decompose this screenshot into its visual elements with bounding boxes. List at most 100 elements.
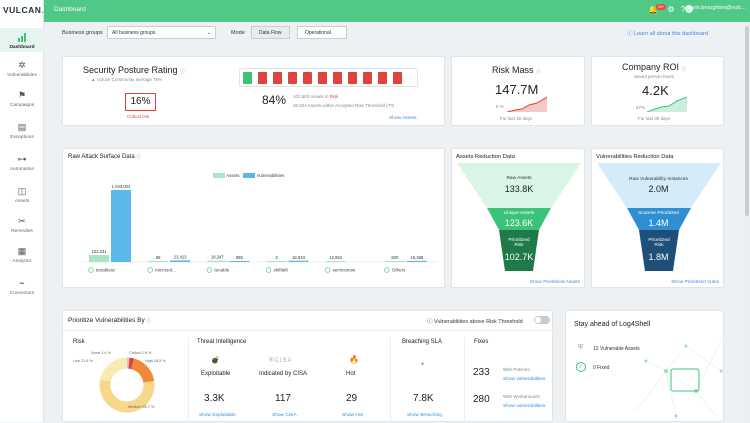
sidebar-item-analytics[interactable]: ▦Analytics [0, 246, 44, 264]
sla-title: Breaching SLA [402, 339, 442, 345]
roi-subtitle: Saved person hours [634, 74, 674, 79]
risk-threshold-toggle[interactable] [534, 316, 550, 324]
fixed-count: 0 Fixed [593, 365, 609, 371]
cisa-logo: ⛨CISA [269, 358, 293, 365]
sidebar-item-campaigns[interactable]: ⚑Campaigns [0, 90, 44, 108]
raw-assets-value: 133.8K [452, 184, 586, 194]
user-name[interactable]: kevin.broughton@vulc... [687, 5, 746, 11]
settings-icon[interactable]: ⚙ [666, 5, 676, 15]
sidebar-item-vulnerabilities[interactable]: ✲Vulnerabilities [0, 60, 44, 78]
mode-operational[interactable]: Operational [297, 26, 347, 39]
check-icon: ✓ [576, 362, 586, 372]
patches-label: With Patches [503, 367, 530, 372]
assets-accepted: 20,924 Assets within Accepted Risk Thres… [293, 103, 394, 108]
community-average: ▲ Vulcan Community average 76% [91, 77, 162, 82]
log4shell-card[interactable]: Stay ahead of Log4Shell ⛨ 12 Vulnerable … [565, 310, 724, 422]
doc-icon-red [348, 72, 357, 84]
sla-value: 7.8K [413, 393, 434, 404]
category-label: servicenow [333, 268, 356, 273]
bar-value-label: 665 [236, 255, 244, 260]
bar-assets-0 [89, 255, 109, 262]
prioritized-risk-label: Prioritized Risk [504, 238, 534, 248]
roi-title: Company ROI ⓘ [622, 62, 686, 72]
roi-delta: 67% [636, 105, 645, 110]
info-icon[interactable]: ⓘ [147, 318, 152, 323]
donut-slice-high[interactable] [133, 364, 149, 382]
doc-icon-red [393, 72, 402, 84]
sidebar-item-automation[interactable]: ⊶Automation [0, 154, 44, 172]
bug-icon: ✲ [17, 60, 27, 70]
flow-icon: ⊶ [17, 154, 27, 164]
donut-slice-critical[interactable] [129, 363, 133, 364]
donut-slice-medium[interactable] [105, 380, 149, 407]
donut-slice-low[interactable] [106, 363, 127, 380]
info-icon[interactable]: ⓘ [536, 69, 541, 74]
patches-link[interactable]: Show vulnerabilities [503, 377, 545, 382]
risk-mass-delta: 5 % [496, 104, 504, 109]
sidebar-item-exceptions[interactable]: ▤Exceptions [0, 122, 44, 140]
bomb-icon: 💣 [211, 356, 220, 364]
doc-icon-red [258, 72, 267, 84]
exploitable-label: Exploitable [201, 371, 230, 377]
info-icon[interactable]: ⓘ [180, 69, 185, 74]
doc-icon-red [363, 72, 372, 84]
category-check-icon [207, 268, 212, 273]
plug-icon: ⌁ [17, 278, 27, 288]
show-prioritized-assets-link[interactable]: Show Prioritized Assets [530, 280, 580, 285]
show-assets-link[interactable]: Show Assets [389, 116, 416, 121]
doc-icon-red [303, 72, 312, 84]
scanner-prioritized-value: 1.4M [592, 218, 725, 228]
bar-value-label: 18,347 [211, 255, 224, 260]
bar-vulnerabilities-2 [229, 261, 249, 262]
category-label: shiftleft [274, 268, 289, 273]
show-exploitable-link[interactable]: Show Exploitable [199, 413, 236, 418]
sidebar-item-connectors[interactable]: ⌁Connectors [0, 278, 44, 296]
mode-data-flow[interactable]: Data Flow [251, 26, 290, 39]
sidebar-item-assets[interactable]: ◫Assets [0, 186, 44, 204]
workarounds-link[interactable]: Show vulnerabilities [503, 404, 545, 409]
show-prioritized-vulns-link[interactable]: Show Prioritized Vulns [671, 280, 719, 285]
show-cisa-link[interactable]: Show CISA [272, 413, 297, 418]
divider [464, 337, 465, 423]
cisa-label: Indicated by CISA [259, 371, 307, 377]
funnel-level-vulns-prioritized-risk [639, 230, 679, 271]
scrollbar[interactable] [744, 22, 750, 422]
log4shell-title: Stay ahead of Log4Shell [574, 321, 650, 328]
vulcan-logo[interactable]: VULCAN. [3, 5, 44, 15]
shield-icon: ⛨ [578, 344, 583, 352]
show-breaching-link[interactable]: Show Breaching [407, 413, 442, 418]
risk-mass-period: For last 30 days [500, 116, 532, 121]
info-icon[interactable]: ⓘ [682, 66, 687, 71]
hot-label: Hot [346, 371, 355, 377]
business-groups-select[interactable]: All business groups⌄ [107, 26, 216, 39]
bar-value-label: 18,043 [292, 255, 305, 260]
help-circle-icon: ⓘ [627, 31, 634, 37]
bar-value-label: 23,413 [174, 254, 187, 259]
bar-value-label: 58 [156, 255, 161, 260]
sidebar-item-dashboard[interactable]: Dashboard [0, 28, 44, 52]
risk-mass-card: Risk Mass ⓘ 147.7M 5 % For last 30 days [451, 56, 585, 126]
tools-icon: ✂ [17, 216, 27, 226]
unique-assets-label: Unique Assets [452, 211, 586, 216]
risk-mass-title: Risk Mass ⓘ [492, 65, 541, 75]
learn-dashboard-link[interactable]: ⓘ Learn all about this dashboard [627, 29, 708, 37]
scanner-prioritized-label: Scanner Prioritized [592, 211, 725, 216]
bar-value-label: 1,043,004 [112, 184, 131, 189]
show-hot-link[interactable]: Show Hot [342, 413, 363, 418]
raw-vulns-value: 2.0M [592, 184, 725, 194]
notification-badge: 99+ [656, 4, 666, 10]
sidebar-item-remedies[interactable]: ✂Remedies [0, 216, 44, 234]
patches-value: 233 [473, 367, 490, 378]
vulns-funnel-title: Vulnerabilities Reduction Data [596, 154, 673, 160]
assets-reduction-card: Assets Reduction Data Raw Assets 133.8K … [451, 148, 585, 288]
help-circle-icon: ⓘ [427, 319, 434, 325]
info-icon[interactable]: ⓘ [136, 154, 141, 159]
unique-assets-value: 123.6K [452, 218, 586, 228]
bar-value-label: 600 [391, 255, 399, 260]
clipboard-icon: ▤ [17, 122, 27, 132]
flag-icon: ⚑ [17, 90, 27, 100]
bar-value-label: 12,862 [329, 255, 342, 260]
posture-title: Security Posture Rating ⓘ [83, 65, 185, 75]
bar-vulnerabilities-0 [111, 190, 131, 262]
risk-threshold-label: ⓘ Vulnerabilities above Risk Threshold [427, 317, 523, 325]
